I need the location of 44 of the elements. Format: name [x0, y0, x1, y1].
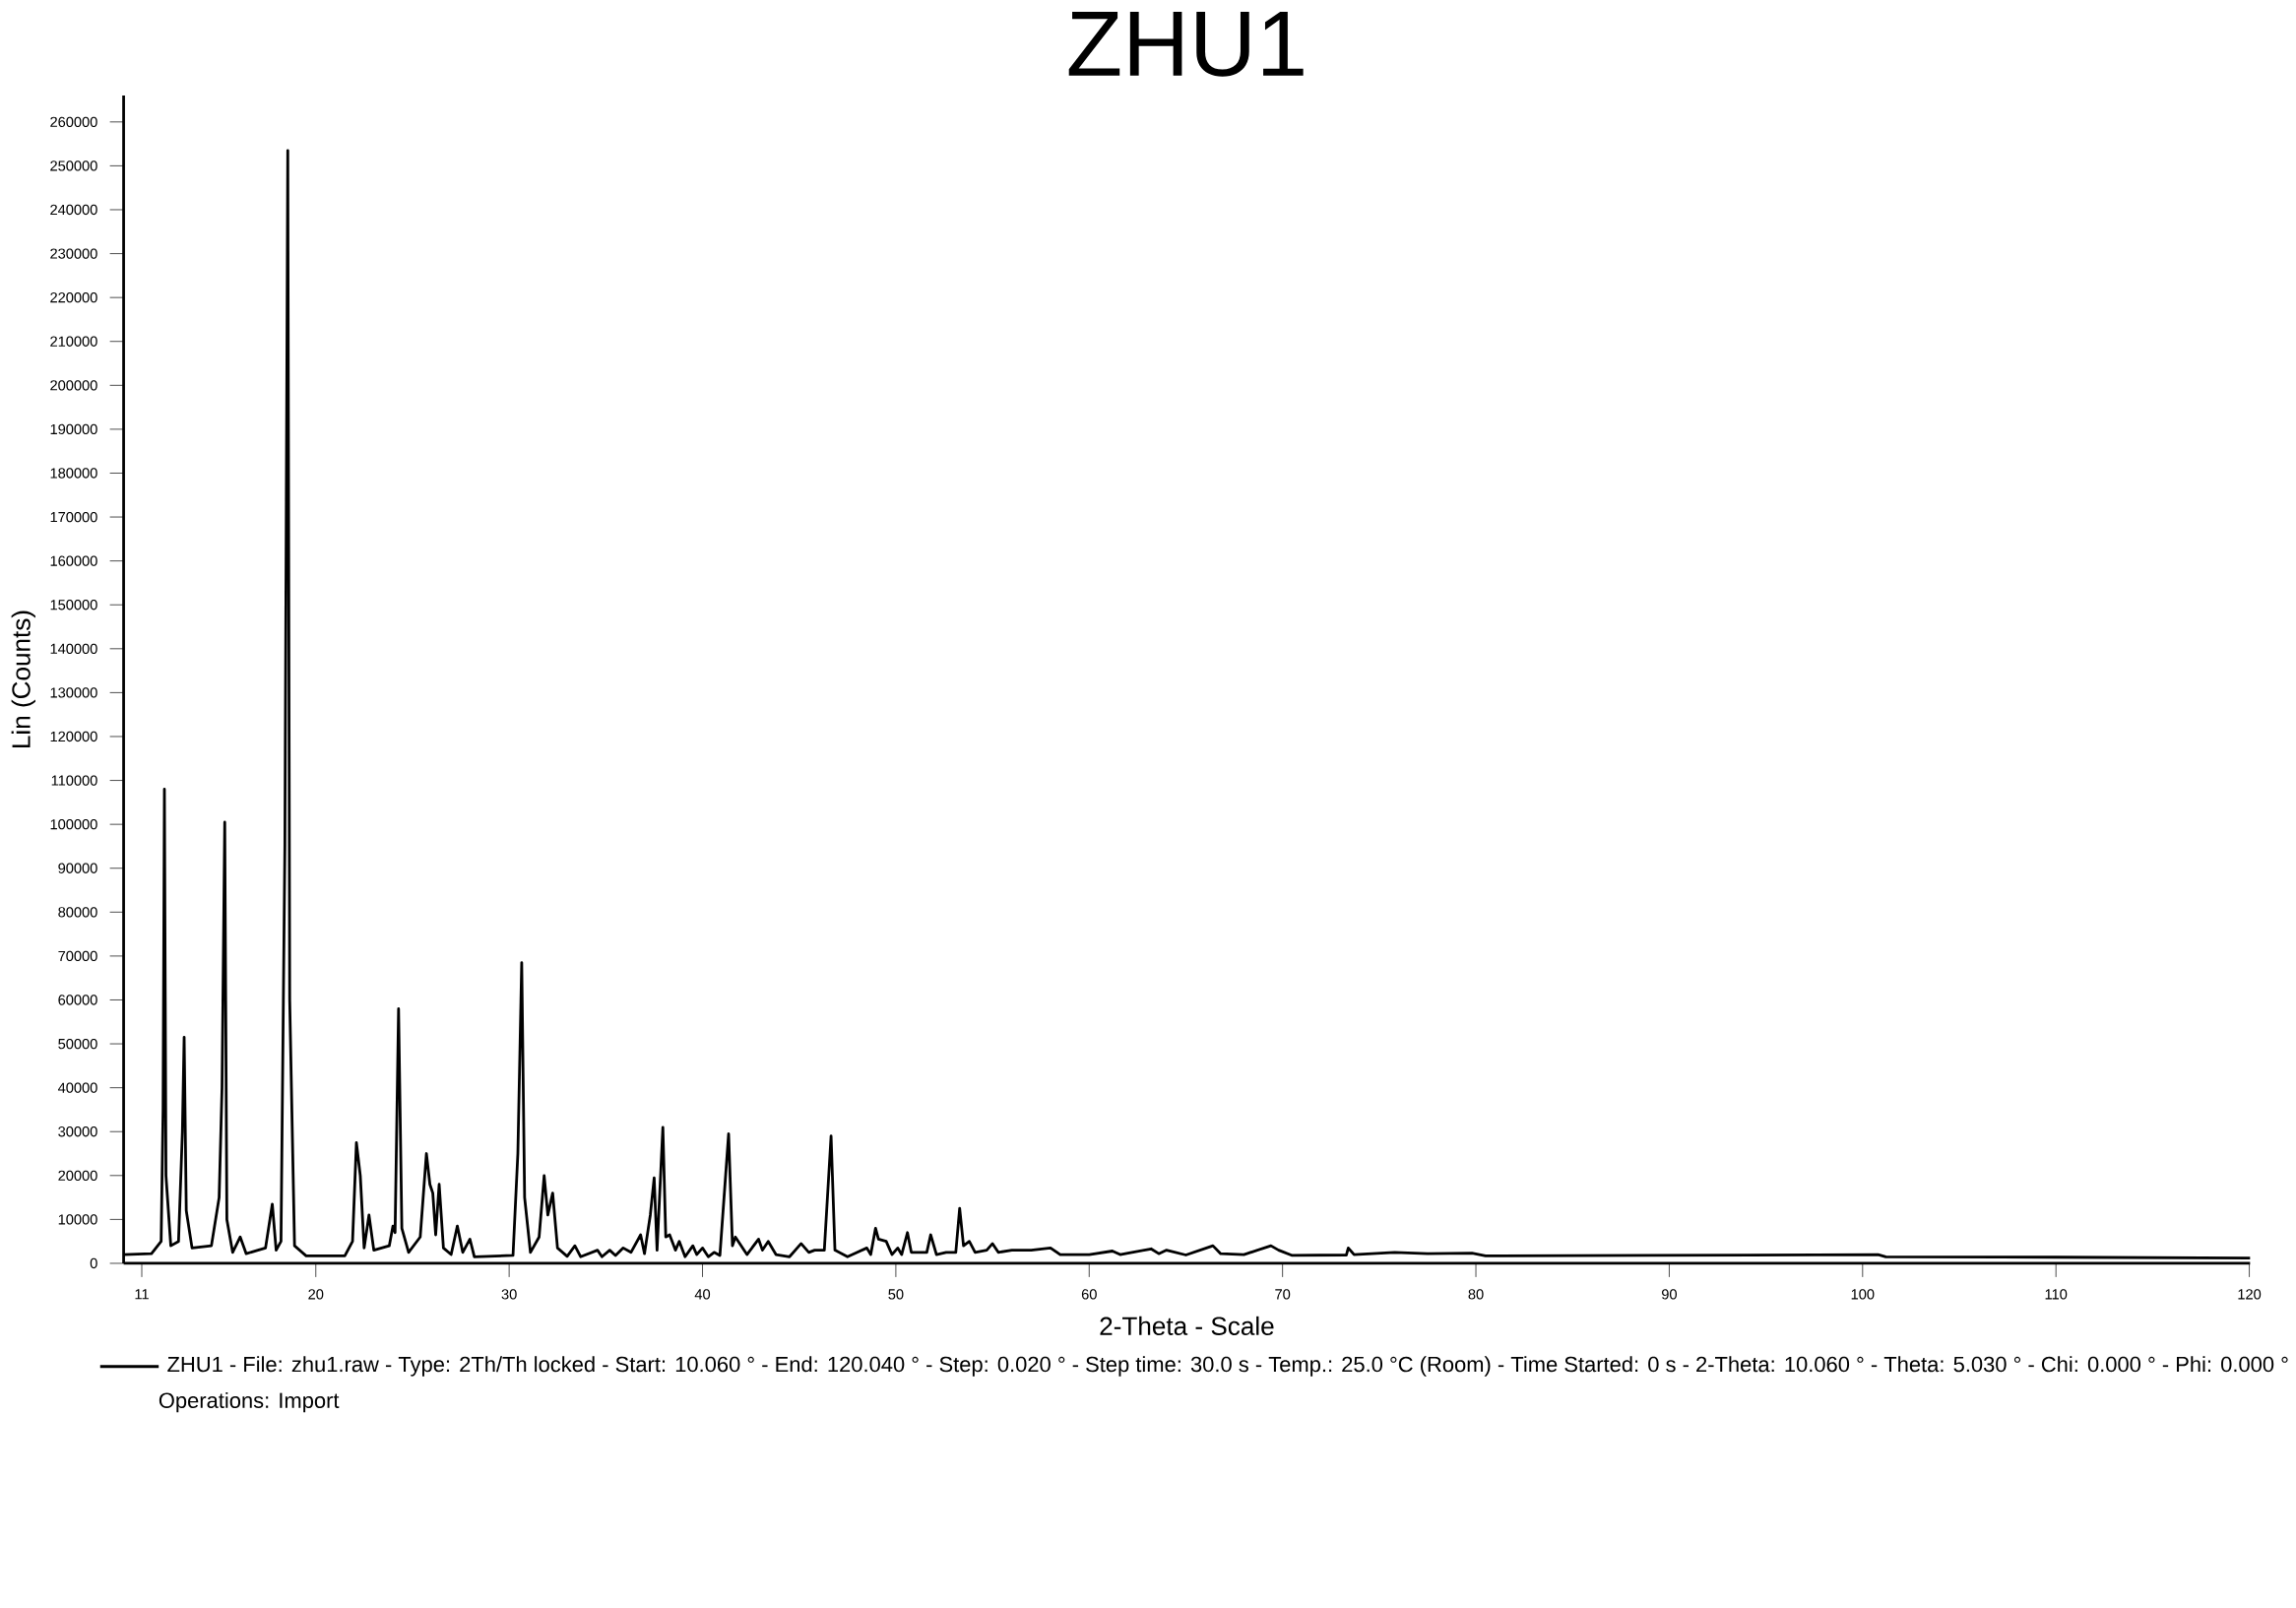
- x-tick-label: 60: [1081, 1289, 1097, 1300]
- y-tick-label: 220000: [50, 292, 97, 303]
- y-tick-label: 60000: [58, 995, 97, 1005]
- x-tick-label: 20: [308, 1289, 324, 1300]
- y-tick-label: 240000: [50, 204, 97, 216]
- y-tick-label: 80000: [58, 907, 97, 918]
- x-tick-label: 30: [501, 1289, 517, 1300]
- y-tick-label: 160000: [50, 555, 97, 566]
- y-tick-label: 40000: [57, 1082, 97, 1093]
- y-tick-label: 110000: [51, 775, 97, 786]
- y-tick-label: 170000: [50, 512, 97, 523]
- y-tick-label: 120000: [50, 731, 97, 742]
- y-tick-label: 70000: [58, 950, 97, 962]
- y-tick-label: 230000: [50, 248, 97, 259]
- x-tick-label: 50: [888, 1289, 904, 1300]
- x-tick-label: 11: [135, 1289, 149, 1300]
- x-tick-label: 40: [694, 1289, 711, 1300]
- y-tick-label: 150000: [50, 600, 97, 611]
- x-tick-label: 90: [1662, 1289, 1678, 1300]
- y-tick-label: 90000: [58, 863, 97, 874]
- x-tick-label: 100: [1851, 1289, 1875, 1300]
- y-axis-title: Lin (Counts): [11, 611, 35, 748]
- y-tick-label: 100000: [50, 819, 97, 830]
- x-tick-label: 110: [2045, 1289, 2068, 1300]
- y-tick-label: 200000: [50, 380, 97, 391]
- y-tick-label: 30000: [58, 1126, 97, 1137]
- y-tick-label: 0: [90, 1257, 97, 1269]
- x-axis-title: 2-Theta - Scale: [1100, 1316, 1274, 1336]
- y-tick-label: 210000: [50, 336, 97, 348]
- x-tick-label: 120: [2238, 1289, 2262, 1300]
- y-tick-label: 190000: [50, 423, 97, 435]
- y-tick-label: 10000: [58, 1214, 97, 1225]
- y-tick-label: 20000: [58, 1170, 97, 1182]
- y-tick-label: 50000: [58, 1039, 97, 1050]
- x-tick-label: 80: [1468, 1289, 1484, 1300]
- y-tick-label: 260000: [50, 116, 97, 128]
- y-tick-label: 250000: [50, 161, 97, 171]
- y-tick-label: 180000: [50, 468, 97, 479]
- y-tick-label: 140000: [50, 643, 97, 655]
- legend-label: ZHU1 - File: zhu1.raw - Type: 2Th/Th locked - Start: 10.060 ° - End: 120.040 ° - Step: 0.020 ° - Step time: 30.0 s - Temp.: 25.0 °C (Room) - Time Started: 0 s - 2-Theta: 10.060 ° - Theta: 5.030 ° - Chi: 0.000 ° - Phi: 0.000 °: [167, 1356, 2288, 1377]
- text: Operations: Import: [159, 1392, 340, 1413]
- chart-title: ZHU1: [1068, 12, 1304, 77]
- y-tick-label: 130000: [50, 687, 97, 698]
- x-tick-label: 70: [1275, 1289, 1291, 1300]
